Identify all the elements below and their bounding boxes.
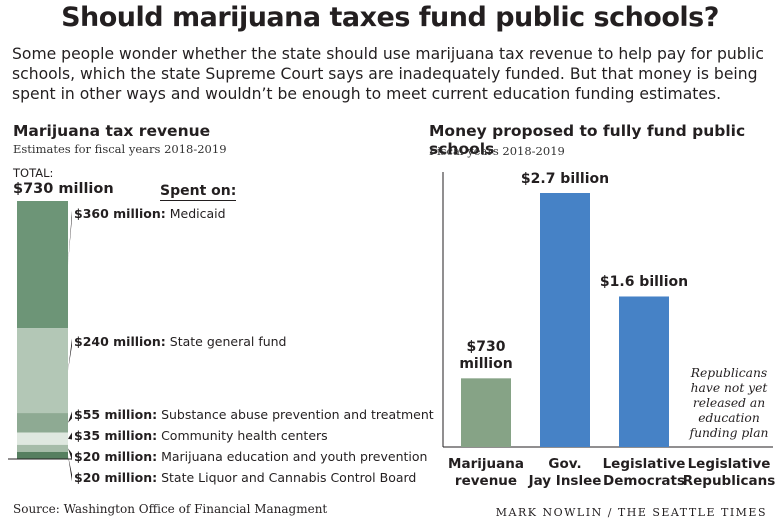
segment-name: Medicaid [165, 206, 226, 221]
bar-value-label-1: $730 million [426, 339, 546, 373]
category-line: Democrats [603, 473, 685, 489]
source-note: Source: Washington Office of Financial M… [13, 502, 328, 516]
revenue-segment-2 [17, 328, 68, 414]
category-label-2: Gov. Jay Inslee [515, 456, 615, 490]
value-line: million [459, 356, 513, 373]
segment-name: State general fund [165, 334, 287, 349]
category-label-4: Legislative Republicans [679, 456, 779, 490]
segment-label-4: $35 million: Community health centers [74, 428, 328, 443]
page-title: Should marijuana taxes fund public schoo… [61, 2, 719, 33]
pointer-2 [68, 338, 72, 371]
note-line: released an [692, 396, 766, 410]
total-label: TOTAL: [13, 166, 54, 180]
proposal-bar-3 [619, 296, 669, 447]
segment-amount: $240 million: [74, 334, 166, 349]
segment-amount: $35 million: [74, 428, 158, 443]
total-value: $730 million [13, 181, 114, 197]
category-line: Legislative [687, 456, 771, 472]
pointer-3 [68, 411, 72, 423]
value-line: $2.7 billion [520, 171, 610, 187]
credit-line: MARK NOWLIN / THE SEATTLE TIMES [495, 506, 767, 519]
bar-value-label-3: $1.6 billion [584, 274, 704, 291]
right-chart-subtitle: Fiscal years 2018-2019 [429, 144, 565, 158]
category-line: revenue [454, 473, 518, 489]
revenue-segment-6 [17, 451, 68, 459]
segment-name: Community health centers [157, 428, 328, 443]
category-line: Marijuana [448, 456, 524, 472]
intro-text: Some people wonder whether the state sho… [12, 45, 764, 103]
segment-amount: $20 million: [74, 449, 158, 464]
revenue-segment-1 [17, 201, 68, 329]
republicans-note: Republicans have not yet released an educat… [679, 366, 779, 441]
segment-label-5: $20 million: Marijuana education and you… [74, 449, 427, 464]
segment-amount: $360 million: [74, 206, 166, 221]
category-line: Legislative [602, 456, 686, 472]
segment-name: Marijuana education and youth prevention [157, 449, 428, 464]
left-chart-title: Marijuana tax revenue [13, 122, 211, 140]
segment-name: State Liquor and Cannabis Control Board [157, 470, 417, 485]
pointer-5 [68, 448, 72, 461]
left-chart-subtitle: Estimates for fiscal years 2018-2019 [13, 142, 227, 156]
proposal-bar-2 [540, 193, 590, 447]
segment-label-1: $360 million: Medicaid [74, 206, 226, 221]
segment-name: Substance abuse prevention and treatment [157, 407, 434, 422]
note-line: have not yet [690, 381, 768, 395]
category-line: Republicans [682, 473, 776, 489]
category-label-3: Legislative Democrats [594, 456, 694, 490]
note-line: Republicans [690, 366, 768, 380]
category-label-1: Marijuana revenue [436, 456, 536, 490]
segment-label-2: $240 million: State general fund [74, 334, 287, 349]
segment-amount: $55 million: [74, 407, 158, 422]
pointer-4 [68, 432, 72, 440]
revenue-segment-3 [17, 413, 68, 433]
note-line: funding plan [689, 426, 769, 440]
proposal-bar-1 [461, 378, 511, 447]
pointer-6 [68, 455, 72, 482]
revenue-segment-4 [17, 432, 68, 445]
note-line: education [698, 411, 760, 425]
segment-amount: $20 million: [74, 470, 158, 485]
segment-label-3: $55 million: Substance abuse prevention … [74, 407, 434, 422]
value-line: $1.6 billion [599, 274, 689, 291]
category-line: Gov. [548, 456, 582, 472]
category-line: Jay Inslee [528, 473, 602, 489]
spent-on-heading: Spent on: [160, 183, 237, 201]
revenue-segment-5 [17, 444, 68, 452]
bar-value-label-2: $2.7 billion [505, 171, 625, 188]
segment-label-6: $20 million: State Liquor and Cannabis C… [74, 470, 416, 485]
pointer-1 [68, 210, 72, 265]
right-chart-title: Money proposed to fully fund public scho… [429, 122, 746, 158]
value-line: $730 [466, 339, 506, 356]
